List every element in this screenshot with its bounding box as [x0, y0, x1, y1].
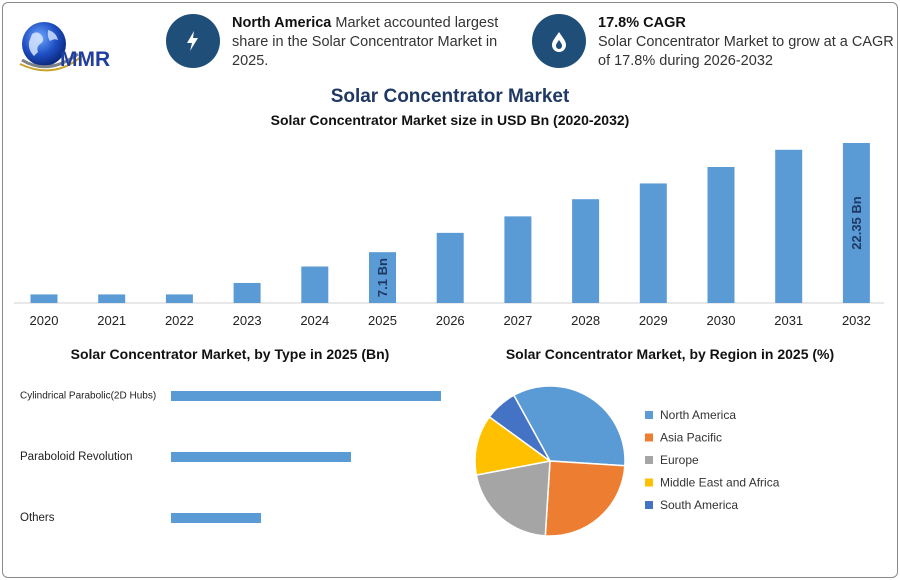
type-bar-chart: Cylindrical Parabolic(2D Hubs) Paraboloid…: [20, 391, 441, 524]
x-tick-label: 2027: [503, 313, 532, 328]
legend-label: Asia Pacific: [660, 431, 722, 445]
callout-text: 17.8% CAGR Solar Concentrator Market to g…: [598, 15, 894, 69]
x-tick-label: 2023: [233, 313, 262, 328]
bar-2023: [233, 282, 261, 303]
bar-2031: [775, 149, 803, 303]
legend-swatch: [645, 456, 653, 464]
callout-largest-share: North America Market accounted largest s…: [166, 14, 512, 71]
legend-swatch: [645, 478, 653, 487]
x-tick-label: 2032: [842, 313, 871, 328]
type-category-label: Paraboloid Revolution: [20, 451, 133, 463]
type-bar: [171, 452, 351, 462]
bar-2030: [707, 166, 735, 303]
lightning-bolt-icon: [166, 14, 220, 68]
type-category-label: Others: [20, 512, 55, 524]
bar-2024: [301, 266, 329, 303]
x-tick-label: 2024: [300, 313, 329, 328]
type-bar: [171, 391, 441, 401]
x-tick-label: 2026: [436, 313, 465, 328]
bar-2028: [572, 199, 600, 303]
pie-slice-asia-pacific: [544, 460, 626, 537]
bar-2025: [369, 252, 396, 303]
x-tick-label: 2021: [97, 313, 126, 328]
bar-2032: [842, 143, 870, 303]
type-category-label: Cylindrical Parabolic(2D Hubs): [20, 391, 156, 402]
pie-slice-middle-east-and-africa: [474, 415, 552, 476]
callout-text: North America Market accounted largest s…: [232, 15, 499, 69]
pie-slice-south-america: [488, 394, 551, 462]
bar-data-label: 22.35 Bn: [849, 196, 864, 250]
market-size-bar-chart: 2020 2021 2022 2023 2024 2025 2026 2027 2028 2029…: [14, 143, 884, 328]
logo-text: MMR: [60, 48, 110, 71]
bar-chart-title: Solar Concentrator Market size in USD Bn…: [270, 112, 630, 128]
x-tick-label: 2028: [571, 313, 600, 328]
bar-2022: [165, 294, 193, 303]
legend-label: North America: [660, 408, 736, 422]
legend-label: Middle East and Africa: [660, 476, 780, 490]
type-chart-title: Solar Concentrator Market, by Type in 20…: [70, 346, 390, 362]
legend-swatch: [645, 411, 653, 419]
x-tick-label: 2022: [165, 313, 194, 328]
region-chart-title: Solar Concentrator Market, by Region in …: [505, 346, 835, 362]
bar-2021: [98, 294, 126, 303]
x-tick-label: 2030: [707, 313, 736, 328]
x-tick-label: 2025: [368, 313, 397, 328]
callout-cagr: 17.8% CAGR Solar Concentrator Market to g…: [532, 14, 898, 71]
type-bar: [171, 513, 261, 523]
x-tick-label: 2020: [30, 313, 59, 328]
legend-label: Europe: [660, 453, 699, 467]
region-pie-chart: North America Asia Pacific Europe Middle Ea…: [474, 385, 780, 537]
x-tick-label: 2031: [774, 313, 803, 328]
bar-2027: [504, 216, 532, 303]
page-title: Solar Concentrator Market: [330, 86, 570, 107]
legend-swatch: [645, 433, 653, 442]
legend-label: South America: [660, 498, 738, 512]
bar-2020: [30, 294, 58, 303]
bar-2029: [639, 183, 667, 303]
pie-slice-europe: [475, 460, 551, 537]
bar-data-label: 7.1 Bn: [375, 258, 390, 297]
legend-swatch: [645, 501, 653, 509]
mmr-logo: MMR: [19, 22, 110, 72]
bar-2026: [436, 232, 464, 303]
flame-drop-icon: [532, 14, 586, 68]
x-tick-label: 2029: [639, 313, 668, 328]
